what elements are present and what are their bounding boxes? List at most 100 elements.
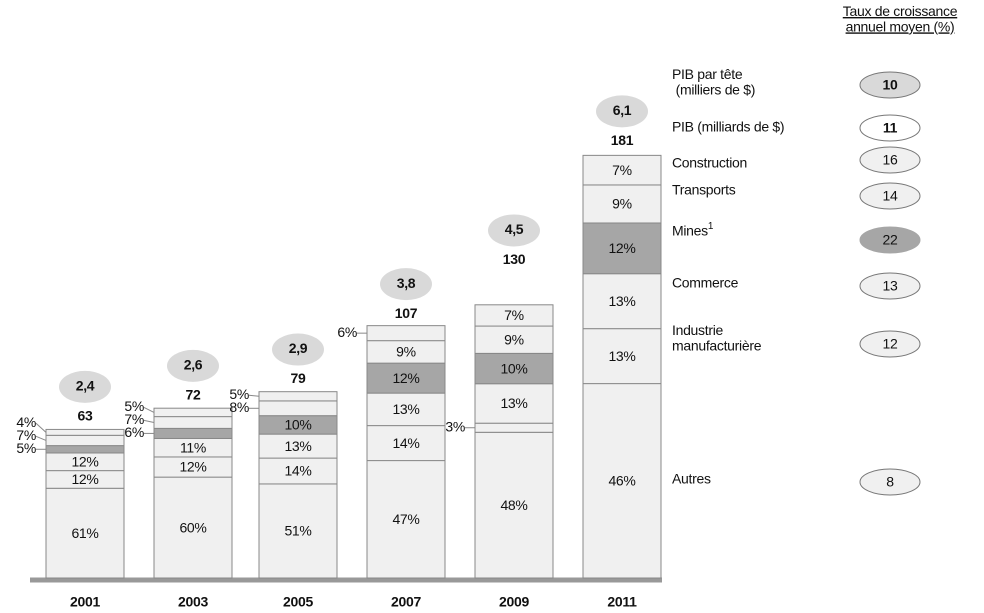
data-label: 10% [500,360,527,376]
x-tick-label: 2001 [70,594,100,610]
bar-segment [474,431,554,579]
per-capita-oval [380,268,432,301]
text-line: (milliers de $) [672,81,755,97]
data-label: 12% [71,471,98,487]
data-label: 9% [396,344,416,360]
legend-label: Transports [672,182,736,198]
data-label: 7% [124,411,144,427]
footnote-mark: 1 [708,221,714,232]
leader-line [143,406,155,413]
legend-label: Industrie manufacturière [672,322,762,353]
growth-oval [859,182,921,210]
data-label: 8% [229,399,249,415]
growth-label: 11 [883,120,898,136]
per-capita-label: 2,4 [76,378,95,394]
data-label: 7% [504,307,524,323]
total-label: 130 [503,251,526,267]
data-label: 9% [504,331,524,347]
text-line: annuel moyen (%) [846,18,955,34]
legend-label: Commerce [672,275,739,291]
x-tick-label: 2011 [607,594,637,610]
per-capita-label: 3,8 [397,275,416,291]
per-capita-label: 6,1 [613,102,632,118]
bar-segment [582,154,662,186]
text-line: PIB par tête [672,66,743,82]
per-capita-oval [488,214,540,247]
x-tick-label: 2007 [391,594,421,610]
total-label: 107 [395,305,418,321]
data-label: 9% [612,196,632,212]
data-label: 14% [284,463,311,479]
growth-oval [859,330,921,358]
data-label: 6% [124,424,144,440]
growth-oval [859,468,921,496]
per-capita-label: 4,5 [505,221,524,237]
bar-segment [582,383,662,579]
data-label: 7% [612,162,632,178]
data-label: 7% [16,427,36,443]
x-tick-label: 2005 [283,594,313,610]
data-label: 12% [392,370,419,386]
bar-segment [153,416,233,429]
data-label: 51% [284,523,311,539]
bar-segment [258,457,338,485]
data-label: 5% [124,398,144,414]
bar-segment [45,428,125,436]
legend-label: PIB par tête (milliers de $) [672,66,755,97]
per-capita-label: 2,9 [289,340,308,356]
x-tick-label: 2009 [499,594,529,610]
growth-label: 13 [883,278,898,294]
growth-label: 14 [883,188,898,204]
text-line: Industrie [672,322,724,338]
bar-segment [582,328,662,385]
bar-segment [474,352,554,385]
growth-label: 22 [883,232,898,248]
data-label: 13% [500,395,527,411]
data-label: 47% [392,511,419,527]
per-capita-label: 2,6 [184,357,203,373]
leader-line [35,422,47,433]
growth-label: 8 [886,474,894,490]
leader-line [35,435,47,441]
data-label: 46% [608,472,635,488]
data-label: 13% [284,438,311,454]
data-label: 13% [608,293,635,309]
growth-oval [859,272,921,300]
legend-label: Mines1 [672,221,714,239]
bar-segment [582,184,662,224]
legend-label: Autres [672,471,711,487]
data-label: 5% [229,386,249,402]
bar-segment [258,391,338,402]
data-label: 60% [179,519,206,535]
bar-segment [45,487,125,579]
data-label: 3% [445,418,465,434]
legend-label: Construction [672,155,747,171]
bar-segment [45,434,125,447]
text-line: Taux de croissance [843,3,958,19]
data-label: 14% [392,435,419,451]
growth-label: 16 [883,152,898,168]
total-label: 72 [186,387,201,403]
bar-segment [153,427,233,439]
bar-segment [366,325,446,342]
data-label: 10% [284,417,311,433]
bar-segment [474,304,554,327]
data-label: 61% [71,525,98,541]
bar-segment [45,445,125,454]
leader-line [143,419,155,423]
growth-oval [859,146,921,174]
bar-segment [582,273,662,330]
bar-segment [474,383,554,424]
growth-oval [859,114,921,142]
data-label: 12% [179,459,206,475]
bar-segment [153,476,233,579]
bar-segment [366,425,446,462]
bar-segment [153,407,233,418]
per-capita-oval [167,349,219,382]
per-capita-oval [272,333,324,366]
per-capita-oval [596,95,648,128]
leader-line [248,394,260,397]
bar-segment [258,400,338,417]
per-capita-oval [59,370,111,403]
